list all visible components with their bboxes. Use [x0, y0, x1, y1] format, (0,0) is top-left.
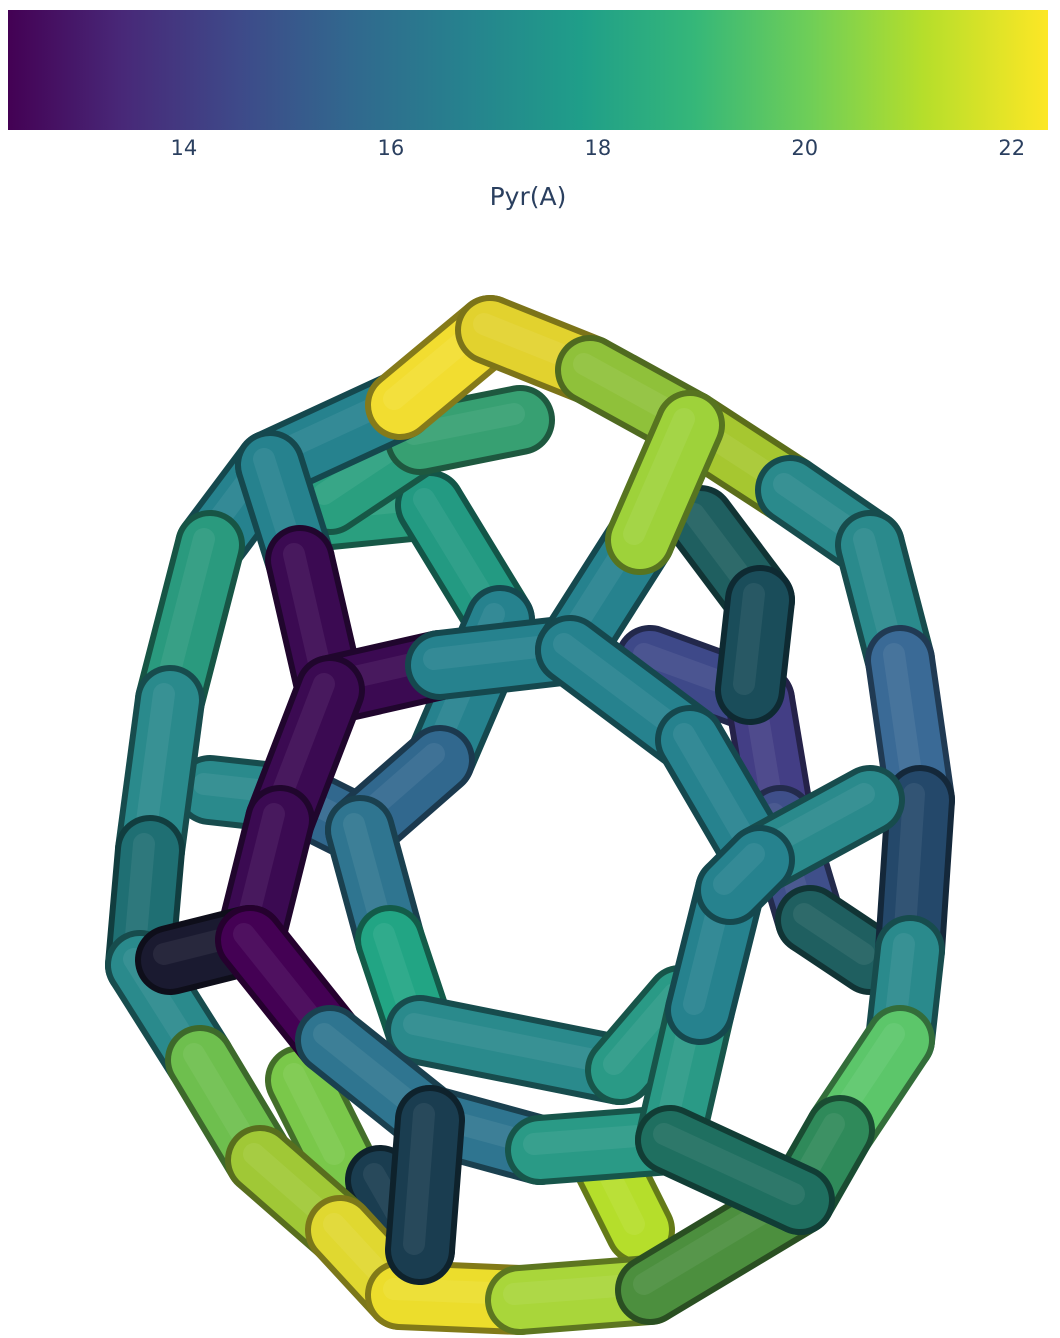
bond-tube-highlight: [733, 583, 765, 695]
colorbar-tick-label: 16: [378, 136, 405, 160]
bond-tube-highlight: [403, 403, 525, 445]
colorbar: 14 16 18 20 22 Pyr(A): [8, 10, 1048, 211]
colorbar-gradient: [8, 10, 1048, 130]
bond-tube-highlight: [713, 843, 765, 895]
colorbar-ticks: 14 16 18 20 22: [171, 136, 1026, 160]
bond-tube-highlight: [603, 983, 685, 1075]
colorbar-tick-label: 18: [585, 136, 612, 160]
colorbar-tick-label: 14: [171, 136, 198, 160]
bond-tube-highlight: [793, 903, 875, 965]
colorbar-tick-label: 22: [998, 136, 1025, 160]
bond-tube-highlight: [653, 1123, 805, 1205]
bond-tube-highlight: [283, 1063, 345, 1165]
bond-tube-highlight: [403, 1103, 435, 1255]
bond-tube-highlight: [403, 1013, 625, 1075]
colorbar-title: Pyr(A): [490, 182, 567, 211]
bond-tube-highlight: [623, 408, 695, 545]
colorbar-tick-label: 20: [791, 136, 818, 160]
